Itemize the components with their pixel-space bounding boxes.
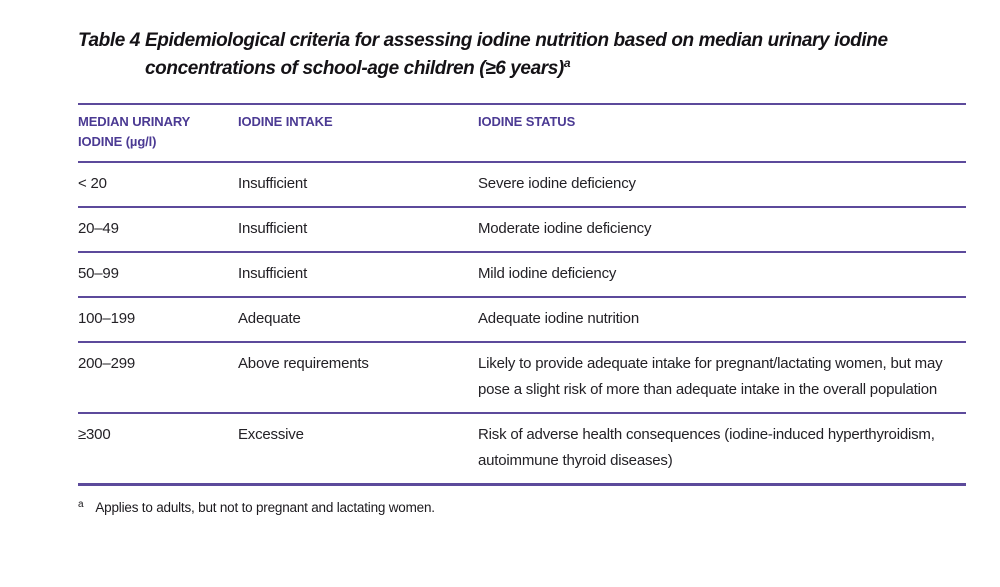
table-footnote: a Applies to adults, but not to pregnant … (78, 499, 966, 517)
column-header-iodine-intake: IODINE INTAKE (238, 114, 333, 129)
footnote-marker: a (78, 499, 84, 510)
column-header-iodine-status: IODINE STATUS (478, 114, 576, 129)
cell-iodine-status: Likely to provide adequate intake for pr… (478, 355, 943, 398)
table-row: 200–299 Above requirements Likely to pro… (78, 343, 966, 414)
table-header-row: MEDIAN URINARY IODINE (µg/l) IODINE INTA… (78, 105, 966, 163)
cell-median-urinary-iodine: ≥300 (78, 426, 111, 443)
table-row: < 20 Insufficient Severe iodine deficien… (78, 163, 966, 208)
title-footnote-marker: a (563, 56, 571, 70)
table-caption: Table 4 Epidemiological criteria for ass… (78, 27, 966, 83)
cell-iodine-intake: Above requirements (238, 355, 369, 372)
table-title-text: Epidemiological criteria for assessing i… (145, 30, 888, 79)
footnote-text: Applies to adults, but not to pregnant a… (95, 500, 435, 515)
table-title: Epidemiological criteria for assessing i… (145, 27, 915, 83)
cell-iodine-status: Mild iodine deficiency (478, 265, 617, 282)
cell-iodine-intake: Insufficient (238, 265, 308, 282)
cell-median-urinary-iodine: < 20 (78, 175, 107, 192)
table-row: 20–49 Insufficient Moderate iodine defic… (78, 208, 966, 253)
cell-iodine-intake: Insufficient (238, 220, 308, 237)
cell-median-urinary-iodine: 50–99 (78, 265, 119, 282)
cell-iodine-intake: Excessive (238, 426, 304, 443)
iodine-criteria-table: MEDIAN URINARY IODINE (µg/l) IODINE INTA… (78, 103, 966, 486)
cell-median-urinary-iodine: 200–299 (78, 355, 135, 372)
table-number-label: Table 4 (78, 30, 140, 51)
table-row: ≥300 Excessive Risk of adverse health co… (78, 414, 966, 486)
cell-iodine-status: Risk of adverse health consequences (iod… (478, 426, 935, 469)
cell-median-urinary-iodine: 20–49 (78, 220, 119, 237)
table-row: 50–99 Insufficient Mild iodine deficienc… (78, 253, 966, 298)
column-header-median-urinary-iodine: MEDIAN URINARY IODINE (µg/l) (78, 114, 190, 149)
cell-iodine-status: Adequate iodine nutrition (478, 310, 639, 327)
table-row: 100–199 Adequate Adequate iodine nutriti… (78, 298, 966, 343)
cell-iodine-status: Moderate iodine deficiency (478, 220, 652, 237)
cell-iodine-status: Severe iodine deficiency (478, 175, 636, 192)
cell-iodine-intake: Adequate (238, 310, 301, 327)
cell-median-urinary-iodine: 100–199 (78, 310, 135, 327)
cell-iodine-intake: Insufficient (238, 175, 308, 192)
table-4-block: Table 4 Epidemiological criteria for ass… (78, 27, 966, 517)
